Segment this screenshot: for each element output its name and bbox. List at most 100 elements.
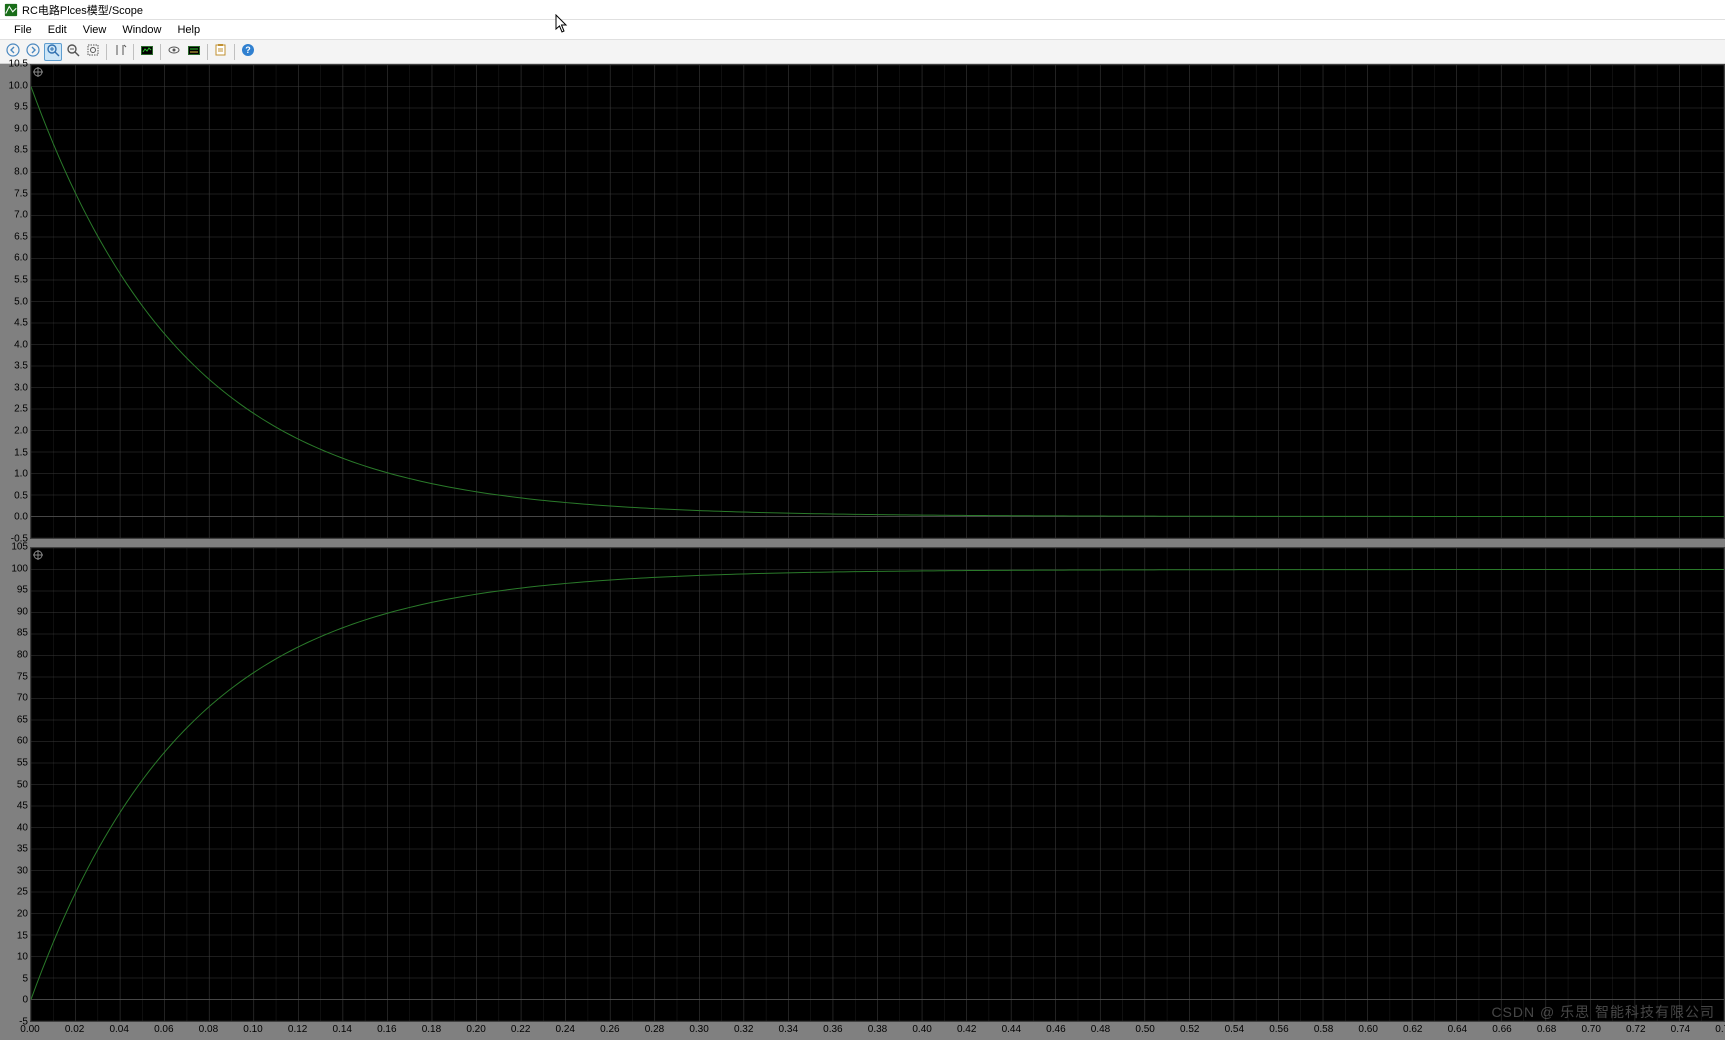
x-tick-label: 0.76 [1715,1024,1725,1035]
y-tick-label: 3.5 [14,361,28,372]
x-tick-label: 0.52 [1180,1024,1199,1035]
screenshot-button[interactable] [138,43,156,61]
x-tick-label: 0.10 [243,1024,262,1035]
y-tick-label: 60 [17,736,28,747]
chart-panel-1: -0.50.00.51.01.52.02.53.03.54.04.55.05.5… [0,64,1725,539]
toolbar-separator [106,44,107,60]
x-tick-label: 0.14 [333,1024,352,1035]
x-tick-label: 0.56 [1269,1024,1288,1035]
y-tick-label: 90 [17,606,28,617]
x-tick-label: 0.16 [377,1024,396,1035]
properties-icon [214,43,228,60]
auto-scale-button[interactable] [165,43,183,61]
x-tick-label: 0.74 [1671,1024,1690,1035]
plot-1[interactable] [30,64,1725,539]
y-tick-label: 1.0 [14,469,28,480]
menu-edit[interactable]: Edit [40,22,75,38]
toolbar-separator [207,44,208,60]
zoom-fit-button[interactable] [84,43,102,61]
x-tick-label: 0.68 [1537,1024,1556,1035]
y-tick-label: 65 [17,714,28,725]
x-tick-label: 0.02 [65,1024,84,1035]
x-tick-label: 0.20 [466,1024,485,1035]
x-tick-label: 0.08 [199,1024,218,1035]
x-tick-label: 0.50 [1135,1024,1154,1035]
x-tick-label: 0.58 [1314,1024,1333,1035]
zoom-in-button[interactable] [44,43,62,61]
x-tick-label: 0.64 [1448,1024,1467,1035]
x-tick-label: 0.06 [154,1024,173,1035]
y-tick-label: 15 [17,930,28,941]
y-axis-2: -505101520253035404550556065707580859095… [0,547,30,1022]
x-tick-label: 0.54 [1225,1024,1244,1035]
help-button[interactable]: ? [239,43,257,61]
x-tick-label: 0.28 [645,1024,664,1035]
x-tick-label: 0.22 [511,1024,530,1035]
toolbar-separator [160,44,161,60]
y-tick-label: 50 [17,779,28,790]
plot-2[interactable] [30,547,1725,1022]
y-tick-label: 5.5 [14,274,28,285]
y-tick-label: 70 [17,693,28,704]
properties-button[interactable] [212,43,230,61]
y-tick-label: 55 [17,757,28,768]
help-icon: ? [241,43,255,60]
y-tick-label: 3.0 [14,382,28,393]
x-tick-label: 0.26 [600,1024,619,1035]
y-tick-label: 85 [17,628,28,639]
cursor-measure-icon [113,43,127,60]
forward-icon [26,43,40,60]
y-tick-label: 7.5 [14,188,28,199]
y-tick-label: 6.5 [14,231,28,242]
menu-view[interactable]: View [75,22,115,38]
menu-help[interactable]: Help [169,22,208,38]
zoom-out-icon [66,43,80,60]
chart-panel-2: -505101520253035404550556065707580859095… [0,547,1725,1022]
y-tick-label: 9.5 [14,102,28,113]
titlebar: RC电路Plces模型/Scope [0,0,1725,20]
zoom-out-button[interactable] [64,43,82,61]
toolbar-separator [133,44,134,60]
y-tick-label: 2.0 [14,426,28,437]
y-tick-label: 0 [22,995,28,1006]
cursor-measure-button[interactable] [111,43,129,61]
y-tick-label: 8.5 [14,145,28,156]
app-icon [4,3,18,17]
y-tick-label: 4.0 [14,339,28,350]
x-tick-label: 0.44 [1002,1024,1021,1035]
y-tick-label: 20 [17,909,28,920]
y-tick-label: 40 [17,822,28,833]
y-tick-label: 10 [17,952,28,963]
x-tick-label: 0.32 [734,1024,753,1035]
y-tick-label: 30 [17,865,28,876]
x-tick-label: 0.60 [1358,1024,1377,1035]
y-tick-label: 75 [17,671,28,682]
y-tick-label: 6.0 [14,253,28,264]
x-tick-label: 0.12 [288,1024,307,1035]
zoom-in-icon [46,43,60,60]
menu-file[interactable]: File [6,22,40,38]
y-tick-label: 0.0 [14,512,28,523]
y-tick-label: 35 [17,844,28,855]
menu-window[interactable]: Window [114,22,169,38]
x-tick-label: 0.36 [823,1024,842,1035]
auto-scale-icon [167,43,181,60]
y-tick-label: 10.0 [9,80,28,91]
y-tick-label: 45 [17,801,28,812]
y-tick-label: 2.5 [14,404,28,415]
x-tick-label: 0.18 [422,1024,441,1035]
back-icon [6,43,20,60]
x-tick-label: 0.72 [1626,1024,1645,1035]
svg-text:?: ? [245,45,251,55]
panel-divider[interactable] [0,539,1725,547]
x-tick-label: 0.24 [556,1024,575,1035]
y-axis-1: -0.50.00.51.01.52.02.53.03.54.04.55.05.5… [0,64,30,539]
x-tick-label: 0.46 [1046,1024,1065,1035]
scope-legend-button[interactable] [185,43,203,61]
x-tick-label: 0.04 [109,1024,128,1035]
toolbar-separator [234,44,235,60]
scope-area: -0.50.00.51.01.52.02.53.03.54.04.55.05.5… [0,64,1725,1040]
x-tick-label: 0.00 [20,1024,39,1035]
y-tick-label: 4.5 [14,318,28,329]
x-tick-label: 0.42 [957,1024,976,1035]
